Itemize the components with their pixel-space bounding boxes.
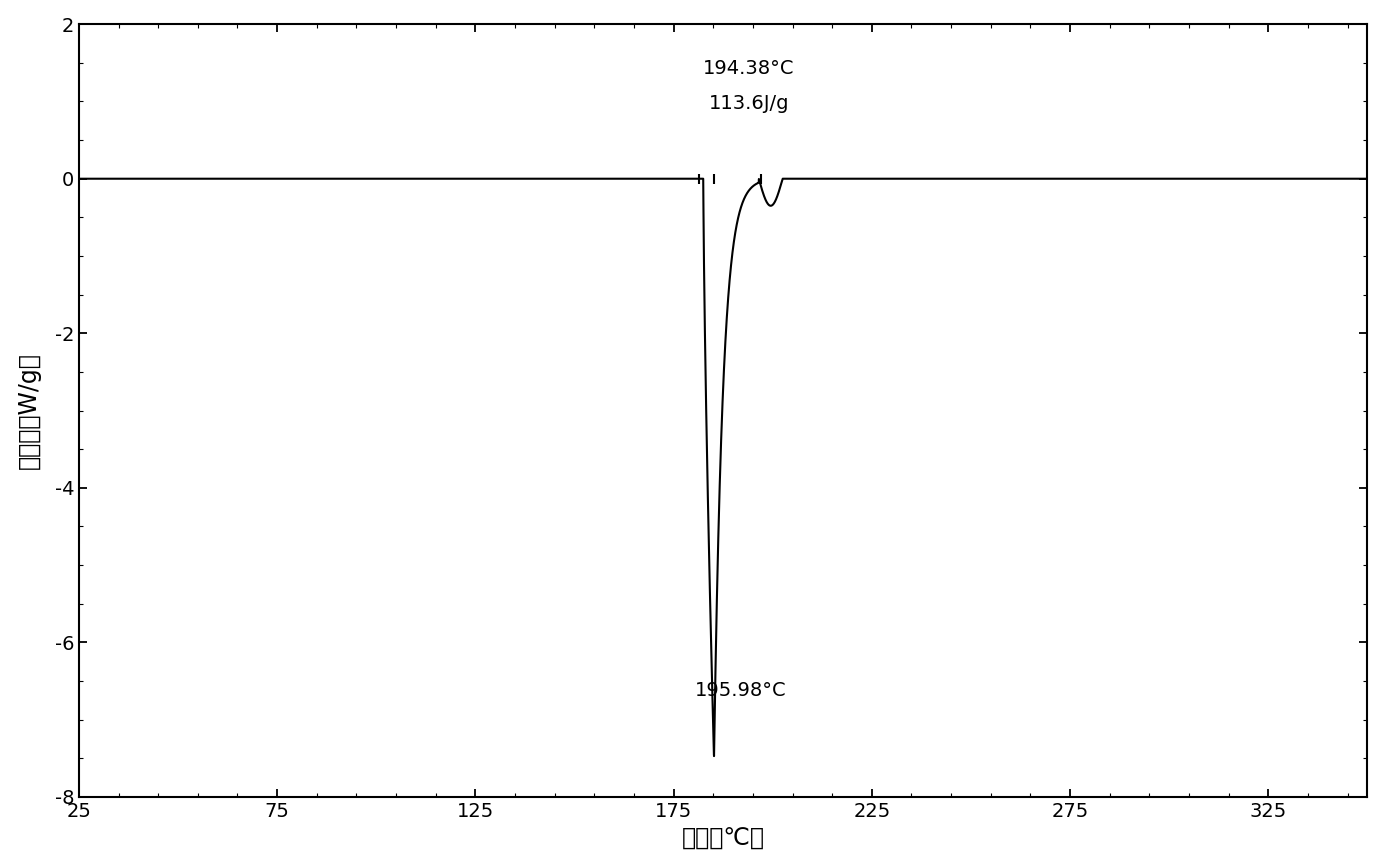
Y-axis label: 热流量（W/g）: 热流量（W/g）	[17, 352, 40, 469]
X-axis label: 温度（℃）: 温度（℃）	[682, 826, 764, 851]
Text: 194.38°C: 194.38°C	[703, 59, 794, 78]
Text: 113.6J/g: 113.6J/g	[709, 94, 789, 113]
Text: 195.98°C: 195.98°C	[695, 681, 786, 700]
